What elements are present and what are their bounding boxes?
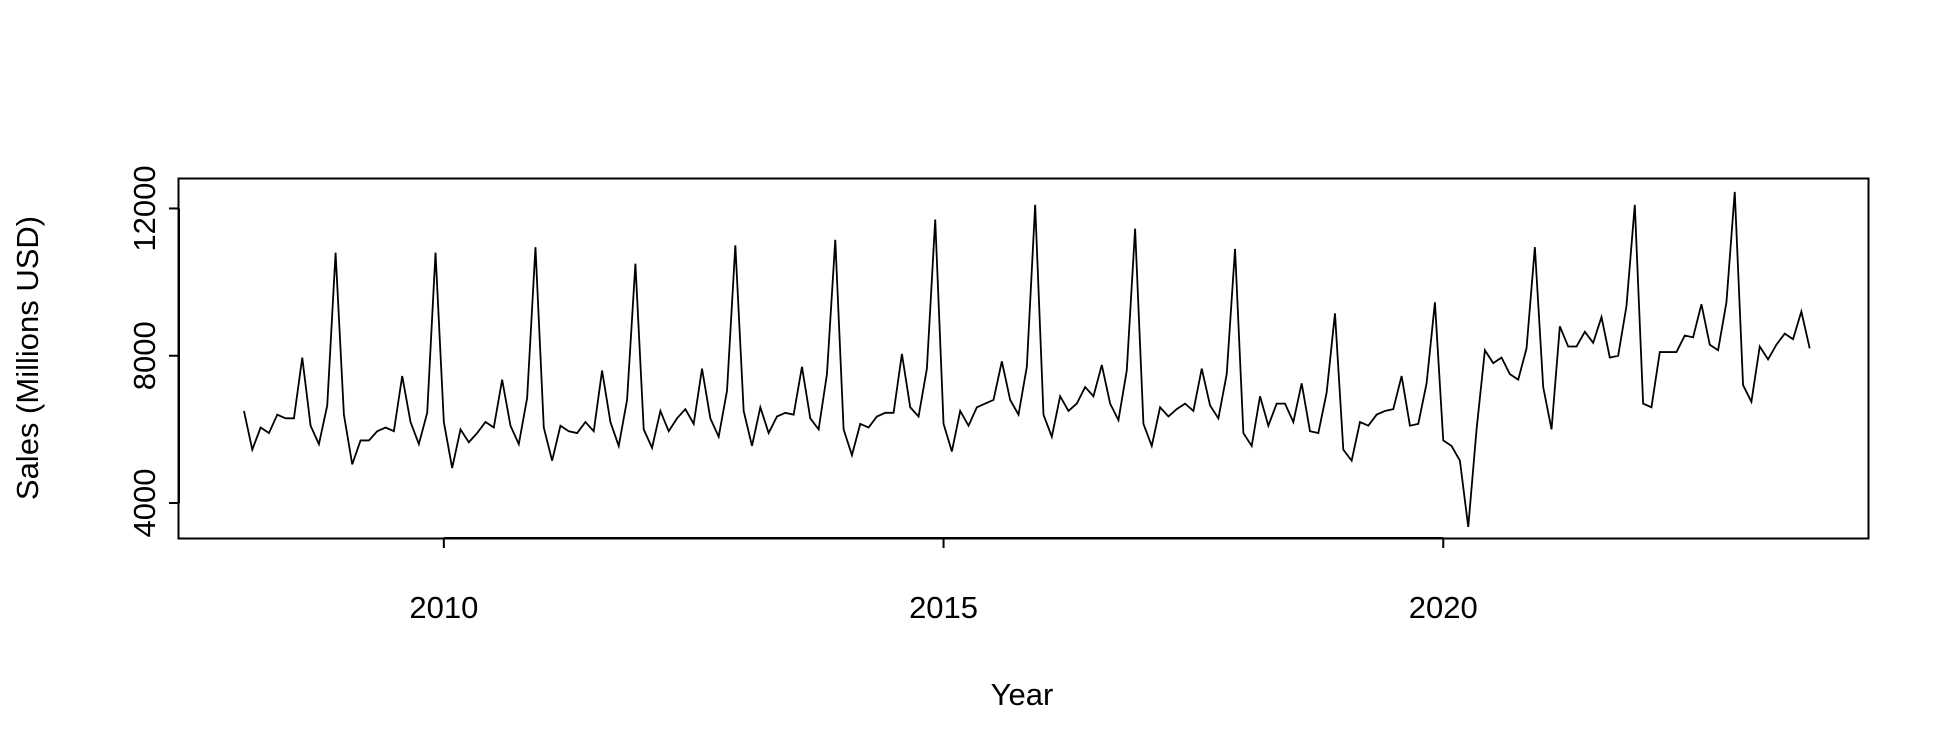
x-tick-label: 2020 — [1409, 590, 1478, 625]
x-tick-label: 2010 — [409, 590, 478, 625]
x-axis: 2010 2015 2020 — [409, 537, 1478, 625]
y-axis-title: Sales (Millions USD) — [10, 216, 45, 500]
plot-area-border — [177, 177, 1870, 540]
sales-series-line — [243, 191, 1811, 528]
y-tick-label: 8000 — [127, 321, 162, 390]
y-tick-label: 4000 — [127, 469, 162, 538]
y-axis: 4000 8000 12000 — [127, 165, 180, 538]
x-axis-title: Year — [991, 677, 1054, 712]
y-tick-label: 12000 — [127, 165, 162, 251]
x-tick-label: 2015 — [909, 590, 978, 625]
